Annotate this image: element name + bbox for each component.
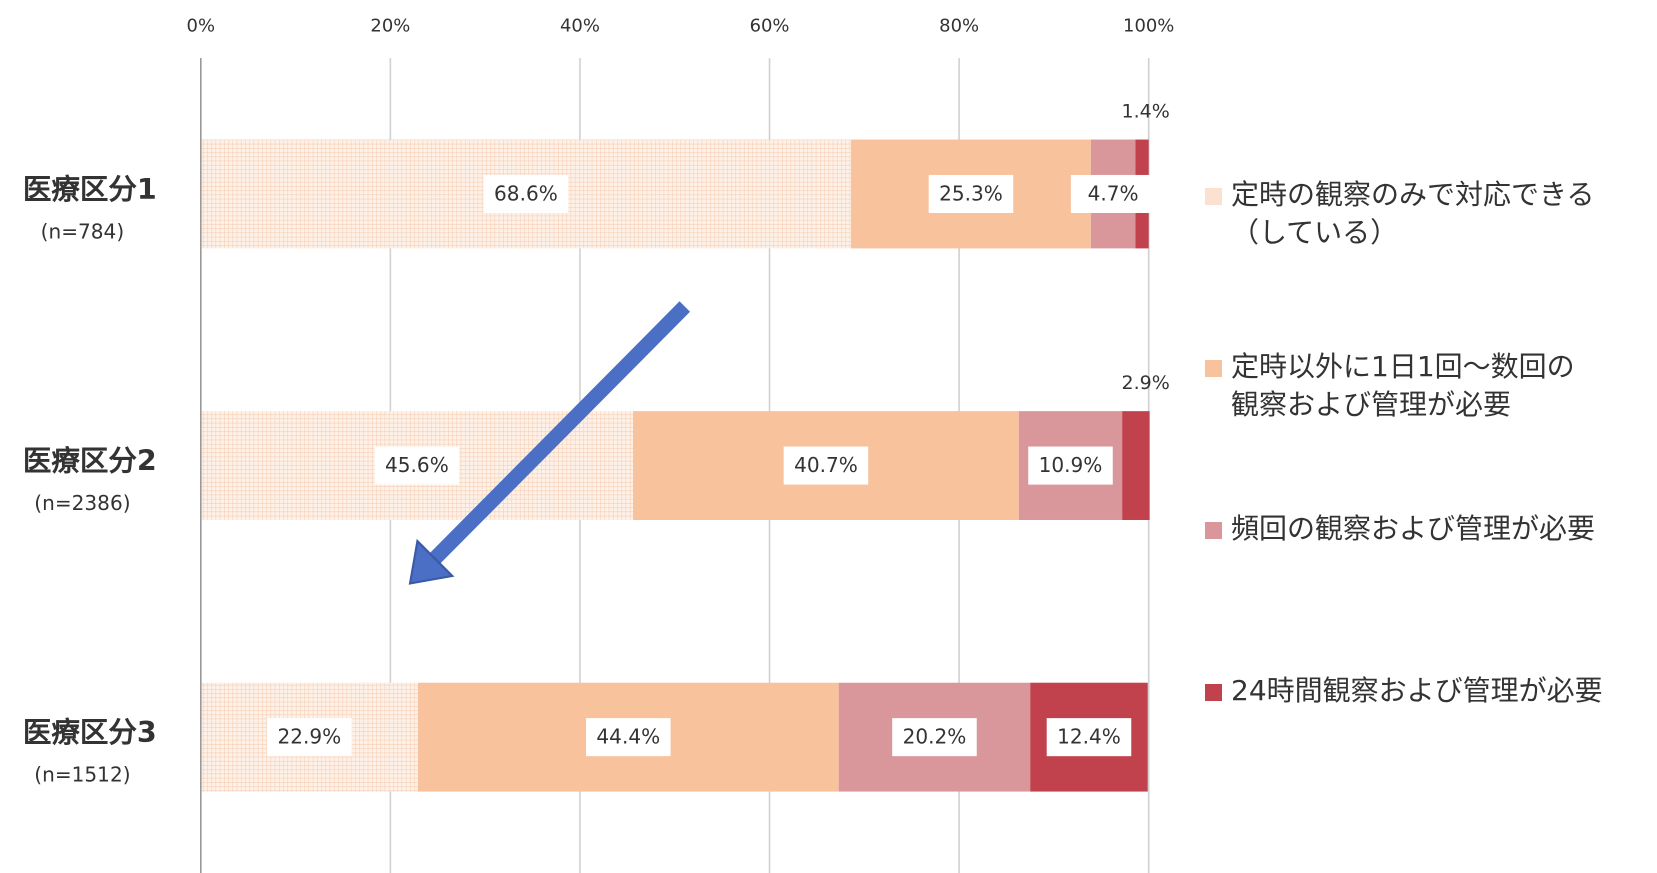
legend-item: 定時以外に1日1回～数回の 観察および管理が必要 [1205,348,1575,424]
legend-item: 頻回の観察および管理が必要 [1205,510,1595,548]
sample-size: (n=1512) [34,763,130,787]
data-label: 1.4% [1122,101,1170,123]
data-label: 45.6% [385,453,449,477]
legend-item: 24時間観察および管理が必要 [1205,672,1603,710]
data-label: 25.3% [939,182,1003,206]
legend-swatch [1205,522,1222,539]
legend-label: 頻回の観察および管理が必要 [1231,512,1596,545]
data-label-box [267,718,352,757]
data-label-box [1046,718,1132,757]
data-label-box [483,174,569,213]
category-label: 医療区分1 [23,173,157,206]
data-label-box [783,446,869,485]
data-label: 2.9% [1122,372,1170,394]
data-label: 22.9% [277,725,341,749]
data-label-box [586,718,671,757]
data-label-box [928,174,1014,213]
legend-swatch [1205,360,1222,377]
x-tick-label: 80% [939,15,979,36]
data-label-box [374,446,460,485]
category-label: 医療区分2 [23,444,157,477]
x-tick-label: 40% [560,15,600,36]
legend-swatch [1205,188,1222,205]
data-label-box [892,718,977,757]
data-label-box [1070,174,1156,213]
data-label: 4.7% [1088,182,1139,206]
sample-size: (n=784) [41,220,124,244]
category-label: 医療区分3 [23,716,157,749]
legend-swatch [1205,684,1222,701]
x-tick-label: 100% [1123,15,1174,36]
arrow [408,301,691,585]
x-tick-label: 0% [187,15,215,36]
data-label: 12.4% [1057,725,1121,749]
data-label-box [1028,446,1113,485]
bar-segment [1122,411,1150,520]
x-tick-label: 20% [370,15,410,36]
x-tick-label: 60% [750,15,790,36]
data-label: 40.7% [794,453,858,477]
legend-label: 定時の観察のみで対応できる （している） [1231,178,1595,249]
data-label: 10.9% [1039,453,1103,477]
legend-label: 定時以外に1日1回～数回の 観察および管理が必要 [1231,350,1575,421]
data-label: 44.4% [596,725,660,749]
data-label: 20.2% [903,725,967,749]
legend-label: 24時間観察および管理が必要 [1231,674,1603,707]
data-label: 68.6% [494,182,558,206]
sample-size: (n=2386) [34,491,130,515]
legend-item: 定時の観察のみで対応できる （している） [1205,176,1594,252]
